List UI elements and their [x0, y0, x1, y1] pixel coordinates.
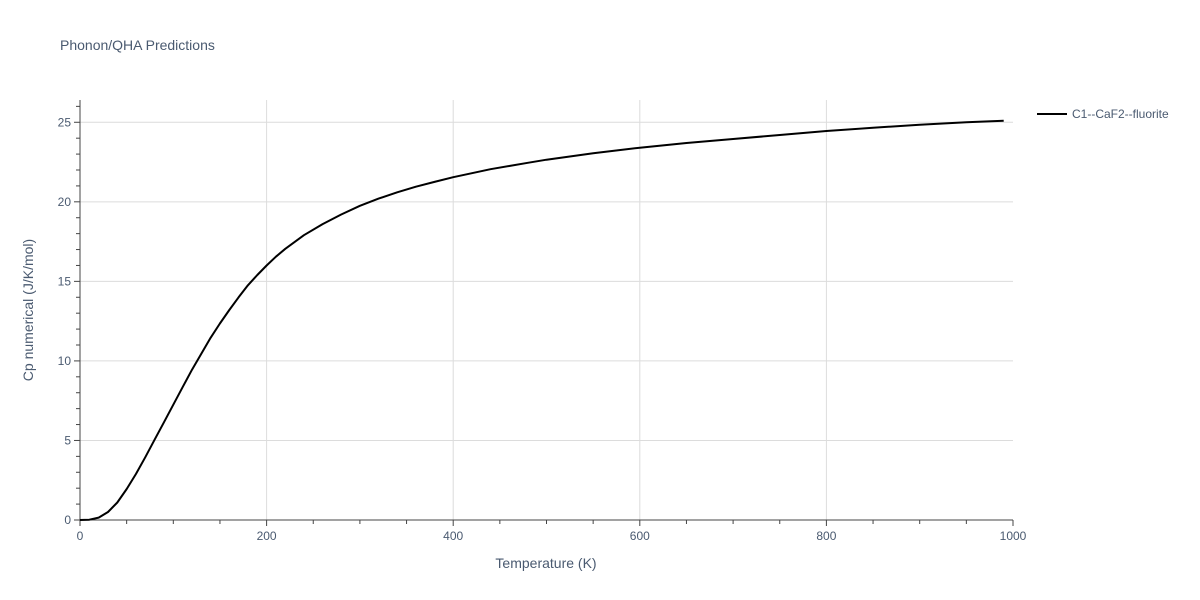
- y-tick-label: 20: [58, 195, 72, 209]
- x-tick-label: 0: [77, 529, 84, 543]
- y-axis-title: Cp numerical (J/K/mol): [20, 239, 36, 381]
- x-tick-label: 400: [443, 529, 463, 543]
- x-tick-label: 200: [257, 529, 277, 543]
- x-tick-label: 800: [816, 529, 836, 543]
- y-tick-label: 10: [58, 354, 72, 368]
- y-tick-label: 25: [58, 115, 72, 129]
- series-line: [79, 119, 1004, 521]
- grid: [80, 100, 1013, 520]
- x-tick-label: 600: [630, 529, 650, 543]
- y-tick-label: 0: [64, 513, 71, 527]
- series-layer: [79, 119, 1004, 521]
- y-tick-label: 15: [58, 274, 72, 288]
- chart-title: Phonon/QHA Predictions: [60, 37, 215, 53]
- y-tick-label: 5: [64, 433, 71, 447]
- x-axis-title: Temperature (K): [495, 555, 596, 571]
- axes: 0 200 400 600 800 1000 0 5 10 15 20 25: [58, 100, 1027, 543]
- x-tick-label: 1000: [1000, 529, 1027, 543]
- legend: C1--CaF2--fluorite: [1037, 107, 1169, 121]
- legend-label: C1--CaF2--fluorite: [1072, 107, 1169, 121]
